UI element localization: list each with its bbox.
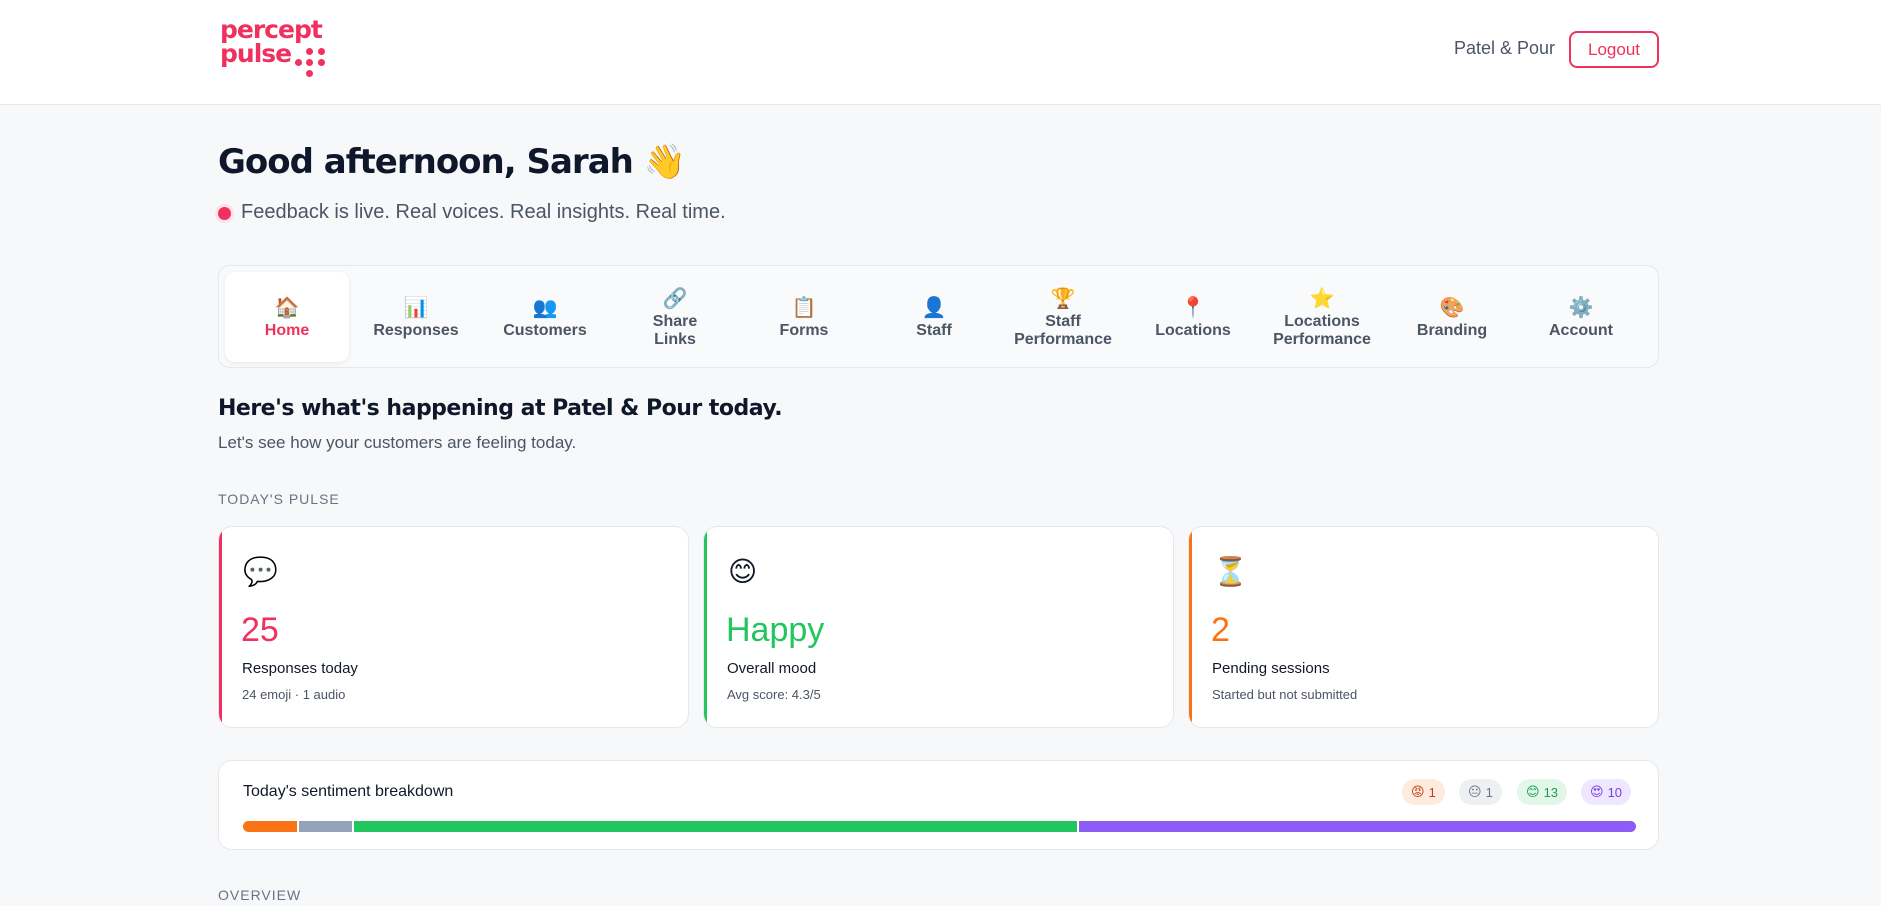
card-label: Responses today [242,660,358,677]
house-icon: 🏠 [274,295,300,319]
main-tab-bar: 🏠 Home 📊 Responses 👥 Customers 🔗 Share L… [218,265,1659,368]
chip-count: 1 [1428,784,1436,800]
tab-label: Home [264,322,310,339]
responses-count: 25 [241,611,279,649]
top-bar: percept pulse Patel & Pour Logout [0,0,1881,105]
live-tagline: Feedback is live. Real voices. Real insi… [241,201,726,223]
live-indicator-icon [218,207,231,220]
speech-bubble-icon: 💬 [243,555,278,588]
tab-customers[interactable]: 👥 Customers [483,272,607,362]
sentiment-chip-happy[interactable]: 😊 13 [1517,779,1568,805]
logo-dots-icon [295,48,344,88]
star-icon: ⭐ [1309,286,1335,310]
people-icon: 👥 [532,295,558,319]
link-icon: 🔗 [662,286,688,310]
overall-mood-card[interactable]: 😊 Happy Overall mood Avg score: 4.3/5 [703,526,1174,728]
card-accent-bar [1189,527,1192,727]
card-accent-bar [219,527,222,727]
gear-icon: ⚙️ [1568,295,1594,319]
logo-line-1: percept [220,15,323,44]
mood-value: Happy [726,611,825,649]
heart-eyes-face-icon: 😍 [1590,784,1604,799]
tab-responses[interactable]: 📊 Responses [354,272,478,362]
card-meta: Started but not submitted [1212,687,1358,702]
angry-face-icon: 😡 [1411,784,1425,799]
tab-forms[interactable]: 📋 Forms [742,272,866,362]
sentiment-segment-love [1078,821,1636,832]
summary-subtitle: Let's see how your customers are feeling… [218,433,577,452]
happy-face-icon: 😊 [1526,784,1540,799]
card-meta: 24 emoji · 1 audio [242,687,346,702]
logout-button[interactable]: Logout [1569,31,1659,68]
sentiment-chip-angry[interactable]: 😡 1 [1402,779,1445,805]
tab-staff[interactable]: 👤 Staff [872,272,996,362]
tab-label: Share Links [652,313,698,348]
sentiment-chip-neutral[interactable]: 😐 1 [1459,779,1502,805]
smiling-face-icon: 😊 [728,555,758,588]
sentiment-breakdown-panel: Today's sentiment breakdown 😡 1 😐 1 😊 13… [218,760,1659,850]
tab-label: Staff [916,322,952,339]
neutral-face-icon: 😐 [1468,784,1482,799]
card-accent-bar [704,527,707,727]
tab-locations[interactable]: 📍 Locations [1131,272,1255,362]
tab-label: Customers [503,322,587,339]
tab-account[interactable]: ⚙️ Account [1519,272,1643,362]
overview-heading: OVERVIEW [218,887,302,903]
pending-count: 2 [1211,611,1230,649]
sentiment-title: Today's sentiment breakdown [243,783,454,800]
tab-label: Responses [373,322,459,339]
pending-sessions-card[interactable]: ⏳ 2 Pending sessions Started but not sub… [1188,526,1659,728]
pin-icon: 📍 [1180,295,1206,319]
tab-home[interactable]: 🏠 Home [225,272,349,362]
sentiment-chip-love[interactable]: 😍 10 [1581,779,1632,805]
responses-today-card[interactable]: 💬 25 Responses today 24 emoji · 1 audio [218,526,689,728]
sentiment-bar [243,821,1636,832]
tab-label: Locations [1155,322,1231,339]
tab-branding[interactable]: 🎨 Branding [1390,272,1514,362]
card-label: Overall mood [727,660,817,677]
tab-locations-performance[interactable]: ⭐ Locations Performance [1260,272,1384,362]
logo-line-2: pulse [220,39,292,68]
percept-pulse-logo[interactable]: percept pulse [220,15,336,82]
card-meta: Avg score: 4.3/5 [727,687,821,702]
tab-label: Forms [779,322,829,339]
sentiment-segment-happy [354,821,1079,832]
tab-label: Branding [1416,322,1488,339]
tab-share-links[interactable]: 🔗 Share Links [613,272,737,362]
account-name: Patel & Pour [1453,38,1555,58]
sentiment-segment-neutral [298,821,355,832]
card-label: Pending sessions [1212,660,1330,677]
tab-staff-performance[interactable]: 🏆 Staff Performance [1001,272,1125,362]
todays-pulse-heading: TODAY'S PULSE [218,491,340,507]
person-icon: 👤 [921,295,947,319]
bar-chart-icon: 📊 [403,295,429,319]
chip-count: 10 [1607,784,1623,800]
sentiment-segment-angry [243,821,299,832]
trophy-icon: 🏆 [1050,286,1076,310]
chip-count: 13 [1543,784,1559,800]
summary-title: Here's what's happening at Patel & Pour … [218,396,783,421]
clipboard-icon: 📋 [791,295,817,319]
greeting-title: Good afternoon, Sarah 👋 [218,142,686,182]
tab-label: Locations Performance [1273,313,1371,348]
chip-count: 1 [1485,784,1493,800]
hourglass-icon: ⏳ [1213,555,1248,588]
palette-icon: 🎨 [1439,295,1465,319]
tab-label: Account [1549,322,1613,339]
tab-label: Staff Performance [1014,313,1112,348]
